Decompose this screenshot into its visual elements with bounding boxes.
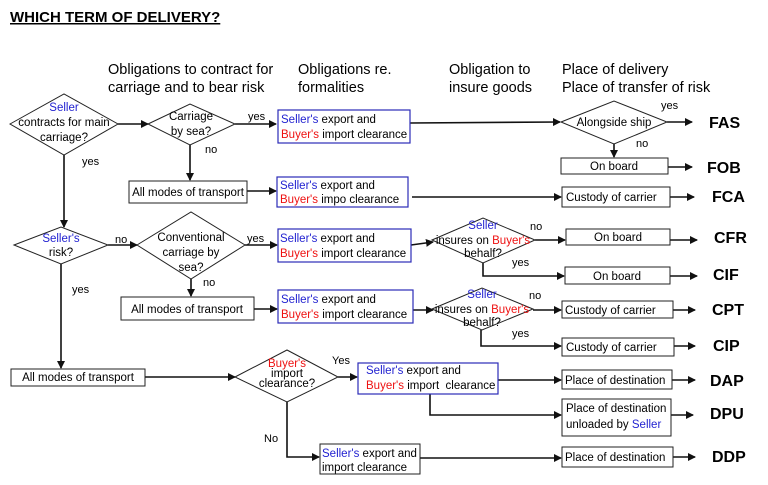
svg-text:All modes of transport: All modes of transport xyxy=(22,372,135,384)
svg-text:Custody of carrier: Custody of carrier xyxy=(565,305,656,317)
svg-text:Yes: Yes xyxy=(332,355,350,367)
svg-text:On board: On board xyxy=(590,161,638,173)
svg-text:yes: yes xyxy=(512,257,530,269)
decision-alongside-ship: Alongside ship xyxy=(559,100,669,145)
svg-text:Place of destination: Place of destination xyxy=(565,452,665,464)
svg-text:Custody of carrier: Custody of carrier xyxy=(566,192,657,204)
svg-text:Seller: Seller xyxy=(468,220,498,232)
decision-carriage-by-sea: Carriage by sea? xyxy=(146,103,237,146)
modes-box-2: All modes of transport xyxy=(120,296,255,321)
term-cpt: CPT xyxy=(712,302,744,319)
connectors xyxy=(57,118,698,462)
svg-text:Alongside ship: Alongside ship xyxy=(577,117,652,129)
term-fas: FAS xyxy=(709,115,740,132)
svg-text:All modes of transport: All modes of transport xyxy=(131,304,244,316)
svg-text:no: no xyxy=(530,221,542,233)
svg-text:All modes of transport: All modes of transport xyxy=(132,187,245,199)
term-cif: CIF xyxy=(713,267,739,284)
svg-text:no: no xyxy=(115,234,127,246)
delivery-box-cfr: On board xyxy=(565,228,671,246)
svg-text:yes: yes xyxy=(247,233,265,245)
decision-buyer-import-clearance: Buyer's import clearance? xyxy=(233,349,340,403)
svg-text:Seller: Seller xyxy=(467,289,497,301)
formalities-box-cpt-cip: Seller's export and Buyer's import clear… xyxy=(277,289,414,324)
svg-text:Place of destination: Place of destination xyxy=(566,403,666,415)
svg-text:Obligations re.formalities: Obligations re. formalities xyxy=(298,62,392,96)
decision-conventional-sea: Conventional carriage by sea? xyxy=(136,211,246,280)
svg-text:Seller's export and: Seller's export and xyxy=(280,180,375,192)
term-ddp: DDP xyxy=(712,449,746,466)
formalities-box-cfr-cif: Seller's export and Buyer's import clear… xyxy=(277,228,412,263)
page-title: WHICH TERM OF DELIVERY? xyxy=(10,9,220,26)
delivery-box-cpt: Custody of carrier xyxy=(561,300,674,319)
formalities-box-fas-fob: Seller's export and Buyer's import clear… xyxy=(277,109,411,144)
svg-text:yes: yes xyxy=(661,100,679,112)
delivery-box-dap: Place of destination xyxy=(561,369,673,390)
term-dpu: DPU xyxy=(710,406,744,423)
formalities-box-ddp: Seller's export and import clearance xyxy=(319,443,421,475)
modes-box-3: All modes of transport xyxy=(10,368,146,387)
svg-text:Seller's export and: Seller's export and xyxy=(322,448,417,460)
term-cip: CIP xyxy=(713,338,740,355)
delivery-box-cip: Custody of carrier xyxy=(561,337,675,357)
delivery-box-dpu: Place of destination unloaded by Seller xyxy=(561,398,672,437)
svg-text:unloaded by Seller: unloaded by Seller xyxy=(566,419,661,431)
svg-text:Seller's export and: Seller's export and xyxy=(280,233,375,245)
svg-text:On board: On board xyxy=(593,271,641,283)
formalities-box-fca: Seller's export and Buyer's impo clearan… xyxy=(276,176,409,208)
svg-text:Seller's export and: Seller's export and xyxy=(366,365,461,377)
svg-text:import clearance: import clearance xyxy=(322,462,407,474)
svg-text:yes: yes xyxy=(72,284,90,296)
edge-labels: yes yes no no yes no yes no yes no yes n… xyxy=(72,100,679,445)
svg-text:Buyer's impo clearance: Buyer's impo clearance xyxy=(280,194,399,206)
svg-text:Buyer's import clearance: Buyer's import clearance xyxy=(281,129,407,141)
svg-text:Buyer's import clearance: Buyer's import clearance xyxy=(280,248,406,260)
svg-text:yes: yes xyxy=(82,156,100,168)
decision-insures-cpt-cip: Seller insures on Buyer's behalf? xyxy=(430,287,535,331)
svg-text:No: No xyxy=(264,433,278,445)
decision-insures-cfr-cif: Seller insures on Buyer's behalf? xyxy=(430,217,537,264)
svg-text:insures on Buyer's: insures on Buyer's xyxy=(435,304,530,316)
svg-text:Place of destination: Place of destination xyxy=(565,375,665,387)
svg-text:yes: yes xyxy=(248,111,266,123)
delivery-box-fca: Custody of carrier xyxy=(561,186,671,208)
delivery-box-ddp: Place of destination xyxy=(561,446,674,468)
delivery-box-cif: On board xyxy=(564,266,671,285)
column-headers: Obligations to contract for carriage and … xyxy=(108,62,711,96)
term-fca: FCA xyxy=(712,189,745,206)
svg-text:On board: On board xyxy=(594,232,642,244)
svg-text:Custody of carrier: Custody of carrier xyxy=(566,342,657,354)
svg-text:no: no xyxy=(205,144,217,156)
svg-text:insures on Buyer's: insures on Buyer's xyxy=(436,235,531,247)
incoterm-labels: FAS FOB FCA CFR CIF CPT CIP DAP DPU DDP xyxy=(707,115,747,466)
modes-box-1: All modes of transport xyxy=(128,180,248,204)
decision-seller-contracts: Seller contracts for main carriage? xyxy=(8,93,120,156)
svg-text:behalf?: behalf? xyxy=(464,248,502,260)
term-cfr: CFR xyxy=(714,230,747,247)
svg-text:behalf?: behalf? xyxy=(463,317,501,329)
svg-text:Seller's export and: Seller's export and xyxy=(281,114,376,126)
svg-text:no: no xyxy=(529,290,541,302)
svg-text:no: no xyxy=(636,138,648,150)
svg-text:yes: yes xyxy=(512,328,530,340)
term-fob: FOB xyxy=(707,160,741,177)
svg-text:no: no xyxy=(203,277,215,289)
svg-text:Buyer's import clearance: Buyer's import clearance xyxy=(366,380,495,392)
formalities-box-dap-dpu: Seller's export and Buyer's import clear… xyxy=(357,362,499,395)
term-dap: DAP xyxy=(710,373,744,390)
delivery-box-fob: On board xyxy=(560,157,669,175)
svg-text:Seller's export and: Seller's export and xyxy=(281,294,376,306)
svg-text:Buyer's import clearance: Buyer's import clearance xyxy=(281,309,407,321)
decision-sellers-risk: Seller's risk? xyxy=(12,226,110,265)
